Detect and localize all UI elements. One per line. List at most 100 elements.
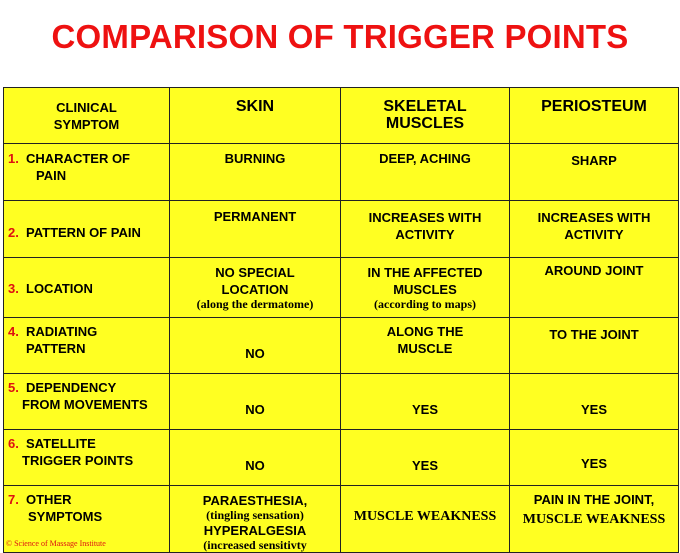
cell-text: AROUND JOINT (544, 263, 644, 278)
row-number: 6. (8, 436, 19, 451)
periosteum-cell: AROUND JOINT (509, 257, 679, 318)
header-row: CLINICAL SYMPTOM SKIN SKELETAL MUSCLES P… (3, 87, 679, 144)
skin-cell: NO (169, 429, 341, 486)
muscle-cell: MUSCLE WEAKNESS (340, 485, 510, 553)
cell-text: NO (245, 402, 265, 417)
row-number: 3. (8, 281, 19, 296)
table-row: 6. SATELLITE TRIGGER POINTS NO YES YES (3, 429, 679, 486)
cell-text: ACTIVITY (395, 227, 455, 242)
cell-text: MUSCLE WEAKNESS (353, 509, 497, 524)
muscle-cell: ALONG THE MUSCLE (340, 317, 510, 374)
cell-text: INCREASES WITH (537, 210, 651, 225)
header-line: PERIOSTEUM (541, 98, 647, 115)
cell-text: SHARP (571, 153, 617, 168)
symptom-line: TRIGGER POINTS (22, 453, 134, 468)
table-row: 5. DEPENDENCY FROM MOVEMENTS NO YES YES (3, 373, 679, 430)
cell-note: (according to maps) (374, 297, 476, 311)
cell-text: MUSCLES (393, 282, 457, 297)
symptom-line: FROM MOVEMENTS (22, 397, 148, 412)
cell-text: PERMANENT (213, 209, 297, 224)
cell-note: (increased sensitivty (203, 538, 307, 552)
symptom-line: CHARACTER OF (26, 151, 130, 166)
header-skin: SKIN (169, 87, 341, 144)
header-periosteum: PERIOSTEUM (509, 87, 679, 144)
periosteum-cell: INCREASES WITH ACTIVITY (509, 200, 679, 258)
periosteum-cell: SHARP (509, 143, 679, 201)
periosteum-cell: YES (509, 429, 679, 486)
cell-text: NO (245, 346, 265, 361)
cell-text: ALONG THE (386, 324, 464, 339)
muscle-cell: YES (340, 429, 510, 486)
page-title: COMPARISON OF TRIGGER POINTS (51, 18, 629, 55)
symptom-line: DEPENDENCY (26, 380, 117, 395)
row-number: 7. (8, 492, 19, 507)
periosteum-cell: PAIN IN THE JOINT, MUSCLE WEAKNESS (509, 485, 679, 553)
cell-text: YES (411, 402, 438, 417)
symptom-cell: 3. LOCATION (3, 257, 170, 318)
table-row: 4. RADIATING PATTERN NO ALONG THE MUSCLE… (3, 317, 679, 374)
cell-text: YES (580, 402, 607, 417)
header-skeletal-muscles: SKELETAL MUSCLES (340, 87, 510, 144)
cell-text: MUSCLE WEAKNESS (522, 512, 666, 527)
header-line: SKELETAL (383, 98, 467, 115)
skin-cell: NO (169, 373, 341, 430)
periosteum-cell: YES (509, 373, 679, 430)
symptom-line: SATELLITE (26, 436, 96, 451)
skin-cell: PARAESTHESIA, (tingling sensation) HYPER… (169, 485, 341, 553)
cell-text: HYPERALGESIA (203, 523, 307, 538)
muscle-cell: IN THE AFFECTED MUSCLES (according to ma… (340, 257, 510, 318)
symptom-line: RADIATING (26, 324, 98, 339)
cell-text: NO SPECIAL (215, 265, 295, 280)
symptom-cell: 1. CHARACTER OF PAIN (3, 143, 170, 201)
table-row: 7. OTHER SYMPTOMS PARAESTHESIA, (tinglin… (3, 485, 679, 553)
symptom-line: PATTERN OF PAIN (26, 225, 141, 240)
cell-text: PARAESTHESIA, (202, 493, 308, 508)
table-row: 2. PATTERN OF PAIN PERMANENT INCREASES W… (3, 200, 679, 258)
symptom-line: LOCATION (26, 281, 93, 296)
muscle-cell: YES (340, 373, 510, 430)
symptom-cell: 4. RADIATING PATTERN (3, 317, 170, 374)
symptom-cell: 6. SATELLITE TRIGGER POINTS (3, 429, 170, 486)
cell-note: (tingling sensation) (206, 508, 304, 522)
header-clinical-symptom: CLINICAL SYMPTOM (3, 87, 170, 144)
cell-text: IN THE AFFECTED (367, 265, 483, 280)
row-number: 5. (8, 380, 19, 395)
skin-cell: PERMANENT (169, 200, 341, 258)
cell-text: YES (580, 456, 607, 471)
header-line: SKIN (235, 98, 275, 115)
muscle-cell: INCREASES WITH ACTIVITY (340, 200, 510, 258)
cell-text: PAIN IN THE JOINT, (533, 492, 655, 507)
symptom-cell: 2. PATTERN OF PAIN (3, 200, 170, 258)
row-number: 2. (8, 225, 19, 240)
periosteum-cell: TO THE JOINT (509, 317, 679, 374)
symptom-line: OTHER (26, 492, 72, 507)
header-line: MUSCLES (385, 115, 465, 132)
row-number: 4. (8, 324, 19, 339)
cell-text: YES (411, 458, 438, 473)
skin-cell: NO SPECIAL LOCATION (along the dermatome… (169, 257, 341, 318)
header-line: CLINICAL (56, 100, 117, 115)
copyright-note: © Science of Massage Institute (6, 539, 106, 548)
cell-text: INCREASES WITH (368, 210, 482, 225)
symptom-cell: 5. DEPENDENCY FROM MOVEMENTS (3, 373, 170, 430)
cell-text: NO (245, 458, 265, 473)
cell-text: LOCATION (221, 282, 289, 297)
table-row: 1. CHARACTER OF PAIN BURNING DEEP, ACHIN… (3, 143, 679, 201)
skin-cell: NO (169, 317, 341, 374)
header-line: SYMPTOM (53, 117, 120, 132)
cell-text: MUSCLE (397, 341, 453, 356)
cell-text: TO THE JOINT (549, 327, 639, 342)
table-row: 3. LOCATION NO SPECIAL LOCATION (along t… (3, 257, 679, 318)
cell-text: BURNING (224, 151, 286, 166)
symptom-line: PATTERN (26, 341, 86, 356)
muscle-cell: DEEP, ACHING (340, 143, 510, 201)
cell-text: DEEP, ACHING (379, 151, 471, 166)
symptom-cell: 7. OTHER SYMPTOMS (3, 485, 170, 553)
symptom-line: SYMPTOMS (28, 509, 103, 524)
skin-cell: BURNING (169, 143, 341, 201)
comparison-table: CLINICAL SYMPTOM SKIN SKELETAL MUSCLES P… (3, 87, 679, 553)
cell-text: ACTIVITY (564, 227, 624, 242)
symptom-line: PAIN (36, 168, 67, 183)
row-number: 1. (8, 151, 19, 166)
cell-note: (along the dermatome) (196, 297, 314, 311)
